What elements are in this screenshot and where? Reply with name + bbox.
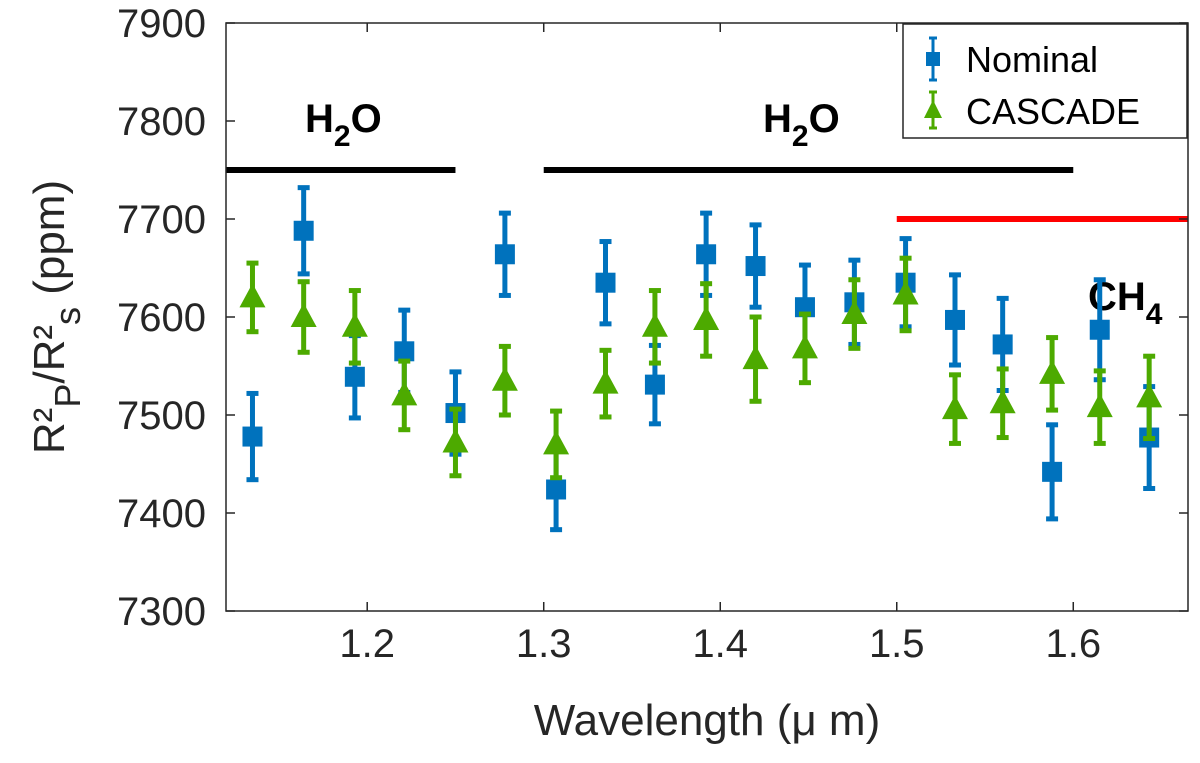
legend-cascade-triangle-marker (924, 100, 942, 118)
y-tick-label: 7700 (117, 198, 206, 242)
cascade-point (841, 300, 868, 325)
cascade-point (989, 389, 1016, 414)
y-axis-ticks: 7300 7400 7500 7600 7700 7800 7900 (117, 2, 1188, 634)
cascade-point (592, 369, 619, 394)
x-tick-label: 1.6 (1045, 622, 1101, 666)
nominal-point (344, 366, 365, 387)
y-tick-label: 7300 (117, 590, 206, 634)
x-tick-label: 1.2 (339, 622, 395, 666)
cascade-point (290, 303, 317, 327)
legend-label-nominal: Nominal (966, 39, 1098, 80)
cascade-point (693, 305, 720, 330)
series-cascade (239, 255, 1163, 481)
cascade-point (791, 334, 818, 359)
y-tick-label: 7800 (117, 100, 206, 144)
legend-box (902, 23, 1188, 139)
cascade-point (892, 280, 919, 305)
nominal-point (595, 272, 616, 293)
cascade-point (1039, 359, 1066, 384)
cascade-point (942, 395, 969, 420)
nominal-point (945, 309, 966, 330)
y-tick-label: 7900 (117, 2, 206, 46)
y-tick-label: 7600 (117, 296, 206, 340)
legend-nominal-square-marker (926, 52, 940, 66)
cascade-point (742, 345, 769, 370)
nominal-point (644, 374, 665, 395)
x-tick-label: 1.5 (869, 622, 925, 666)
x-tick-label: 1.4 (692, 622, 748, 666)
nominal-point (696, 244, 717, 265)
nominal-point (242, 426, 263, 447)
x-axis-ticks: 1.2 1.3 1.4 1.5 1.6 (339, 23, 1101, 666)
cascade-point (341, 312, 368, 337)
cascade-point (491, 366, 518, 391)
cascade-point (1136, 383, 1163, 408)
x-tick-label: 1.3 (516, 622, 572, 666)
cascade-point (391, 381, 418, 406)
nominal-point (394, 341, 415, 362)
nominal-point (494, 244, 515, 265)
cascade-point (239, 283, 266, 308)
nominal-point (992, 334, 1013, 355)
cascade-point (543, 430, 570, 455)
legend-item-nominal: Nominal (926, 36, 1098, 82)
legend-item-cascade: CASCADE (924, 90, 1140, 132)
nominal-point (1089, 319, 1110, 340)
nominal-point (293, 220, 314, 241)
cascade-point (442, 428, 469, 453)
h2o-band-right-label: H2O (763, 97, 840, 153)
h2o-band-left-label: H2O (305, 97, 382, 153)
x-axis-label: Wavelength (μ m) (534, 696, 880, 745)
y-tick-label: 7400 (117, 492, 206, 536)
nominal-point (1042, 461, 1063, 482)
nominal-point (546, 479, 567, 500)
cascade-point (1086, 393, 1113, 418)
y-axis-label: R²P/R²s (ppm) (25, 180, 88, 454)
legend: Nominal CASCADE (902, 23, 1188, 139)
nominal-point (745, 256, 766, 277)
y-tick-label: 7500 (117, 394, 206, 438)
legend-label-cascade: CASCADE (966, 91, 1140, 132)
cascade-point (641, 312, 668, 337)
